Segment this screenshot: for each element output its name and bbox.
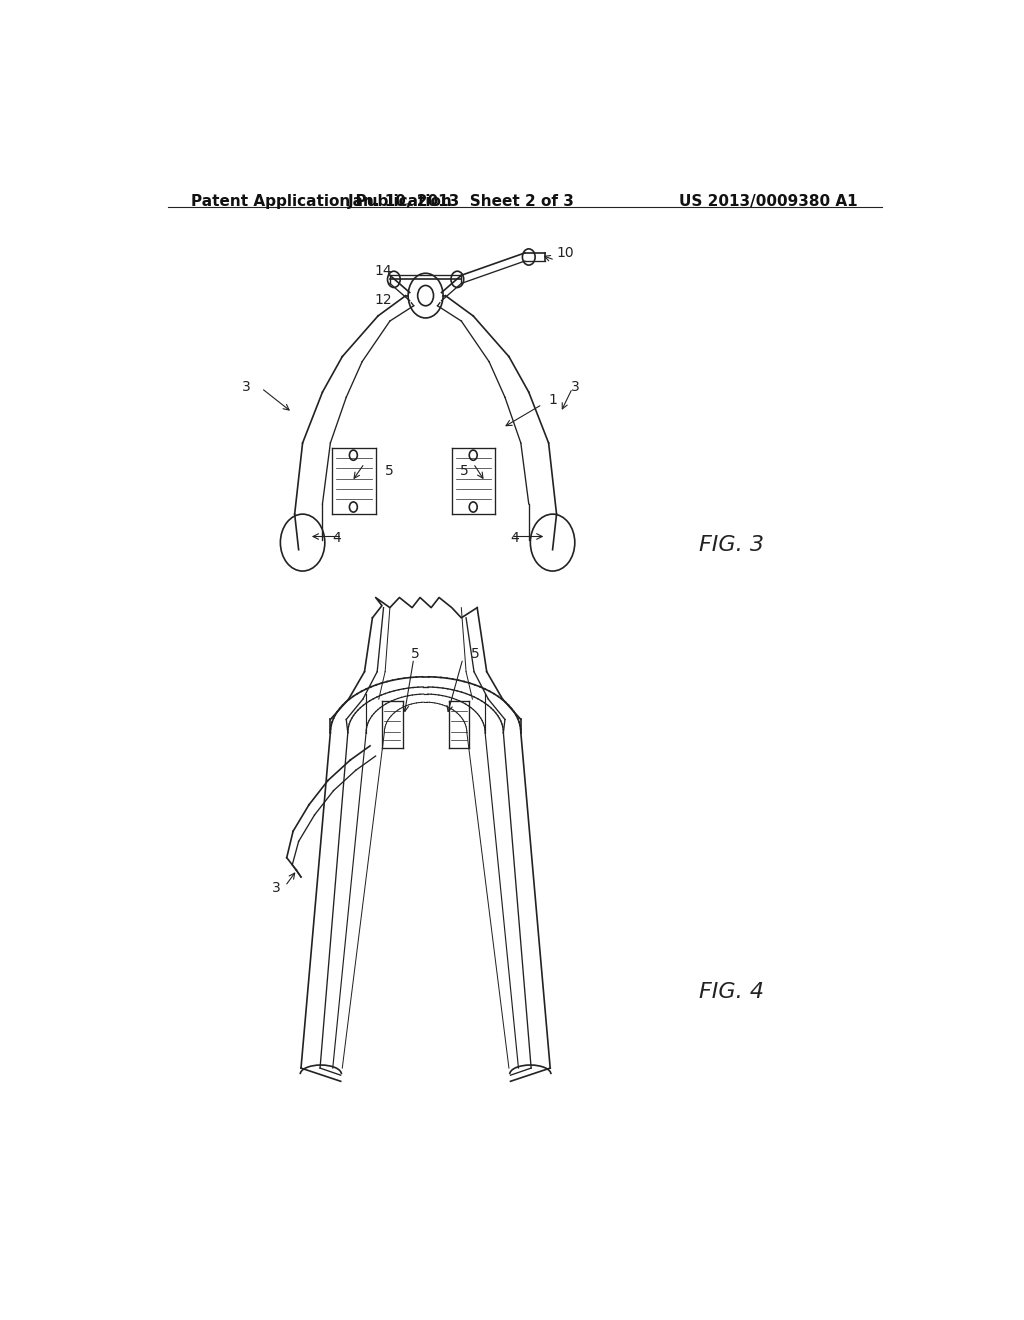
Circle shape — [530, 515, 574, 572]
Text: 1: 1 — [549, 393, 557, 408]
Text: FIG. 4: FIG. 4 — [699, 982, 764, 1002]
Text: 3: 3 — [570, 380, 580, 395]
Text: 12: 12 — [375, 293, 392, 306]
Circle shape — [281, 515, 325, 572]
Text: 10: 10 — [557, 246, 574, 260]
Text: Jan. 10, 2013  Sheet 2 of 3: Jan. 10, 2013 Sheet 2 of 3 — [348, 194, 574, 209]
Text: FIG. 3: FIG. 3 — [699, 535, 764, 554]
Circle shape — [451, 271, 464, 288]
Circle shape — [387, 271, 400, 288]
Text: 3: 3 — [271, 882, 281, 895]
Circle shape — [409, 273, 443, 318]
Text: 5: 5 — [385, 465, 394, 478]
Text: 4: 4 — [511, 531, 519, 545]
Text: 5: 5 — [471, 647, 479, 661]
Text: 14: 14 — [375, 264, 392, 279]
Text: US 2013/0009380 A1: US 2013/0009380 A1 — [680, 194, 858, 209]
Text: 5: 5 — [460, 465, 468, 478]
Text: Patent Application Publication: Patent Application Publication — [191, 194, 453, 209]
Circle shape — [522, 249, 536, 265]
Text: 5: 5 — [412, 647, 420, 661]
Text: 3: 3 — [243, 380, 251, 395]
Text: 4: 4 — [332, 531, 341, 545]
